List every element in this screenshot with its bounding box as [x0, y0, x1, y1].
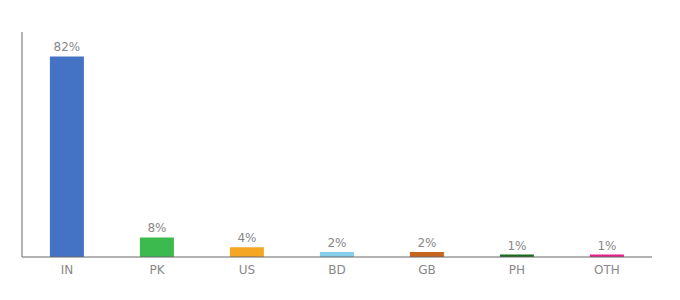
svg-text:PK: PK: [149, 263, 165, 277]
svg-text:1%: 1%: [507, 239, 526, 253]
svg-text:OTH: OTH: [594, 263, 620, 277]
svg-text:US: US: [239, 263, 255, 277]
svg-text:PH: PH: [509, 263, 525, 277]
svg-text:BD: BD: [328, 263, 345, 277]
svg-text:IN: IN: [61, 263, 74, 277]
svg-text:2%: 2%: [417, 236, 436, 250]
svg-text:2%: 2%: [327, 236, 346, 250]
svg-text:1%: 1%: [597, 239, 616, 253]
svg-text:4%: 4%: [237, 231, 256, 245]
svg-text:82%: 82%: [54, 40, 81, 54]
svg-text:GB: GB: [418, 263, 436, 277]
svg-text:8%: 8%: [147, 221, 166, 235]
